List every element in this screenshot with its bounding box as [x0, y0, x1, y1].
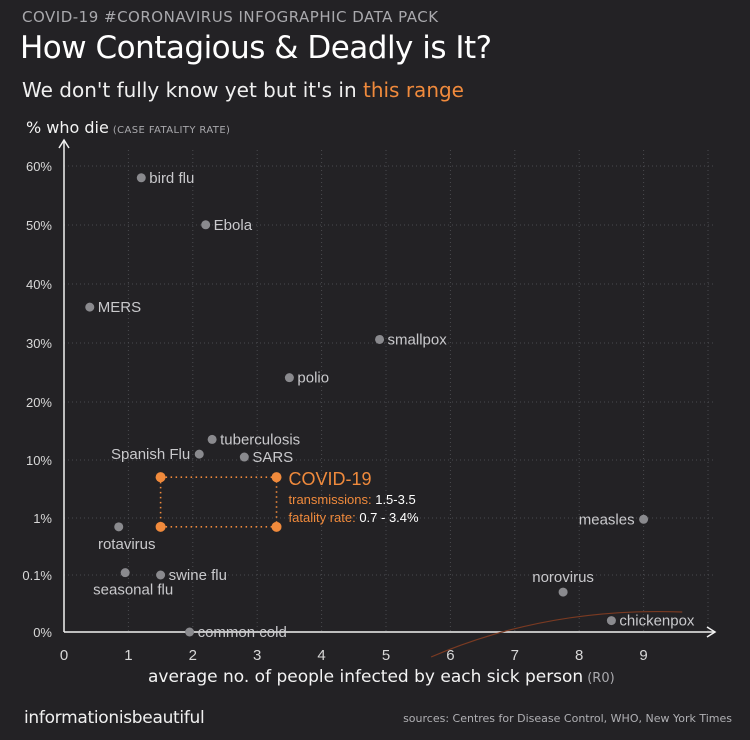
point-label: norovirus	[532, 569, 594, 586]
y-tick-label: 30%	[26, 336, 52, 351]
y-tick-label: 40%	[26, 277, 52, 292]
x-tick-label: 3	[253, 647, 261, 664]
point-label: common cold	[198, 624, 287, 641]
data-point	[606, 616, 616, 626]
y-tick-label: 10%	[26, 453, 52, 468]
point-label: rotavirus	[98, 536, 156, 553]
y-tick-label: 20%	[26, 395, 52, 410]
y-axis-arrow	[58, 138, 70, 149]
x-axis-arrow	[706, 626, 717, 638]
x-tick-label: 7	[511, 647, 519, 664]
data-point	[185, 627, 195, 637]
sources-text: sources: Centres for Disease Control, WH…	[403, 712, 732, 725]
point-label: MERS	[98, 299, 141, 316]
data-point	[194, 449, 204, 459]
point-label: tuberculosis	[220, 431, 300, 448]
x-tick-label: 2	[189, 647, 197, 664]
point-label: seasonal flu	[93, 582, 173, 599]
y-tick-label: 50%	[26, 218, 52, 233]
subtitle-text: We don't fully know yet but it's in	[22, 78, 363, 102]
y-tick-label: 60%	[26, 159, 52, 174]
point-label: SARS	[252, 449, 293, 466]
covid-label: COVID-19	[289, 469, 372, 489]
data-point	[639, 514, 649, 524]
data-point	[120, 568, 130, 578]
x-tick-label: 1	[124, 647, 132, 664]
data-point	[85, 302, 95, 312]
page-title: How Contagious & Deadly is It?	[20, 30, 492, 66]
y-axis-note: (CASE FATALITY RATE)	[112, 125, 231, 136]
subtitle: We don't fully know yet but it's in this…	[22, 78, 464, 102]
point-label: measles	[579, 511, 635, 528]
point-label: swine flu	[169, 567, 227, 584]
data-point	[156, 570, 166, 580]
data-point	[558, 587, 568, 597]
trend-curve	[430, 610, 683, 658]
x-tick-label: 0	[60, 647, 68, 664]
covid-range-corner	[271, 521, 282, 532]
x-tick-label: 4	[317, 647, 325, 664]
data-point	[136, 173, 146, 183]
covid-transmissions-value: 1.5-3.5	[375, 492, 415, 507]
covid-range-corner	[271, 472, 282, 483]
x-axis-note: (R0)	[587, 671, 615, 686]
point-label: smallpox	[388, 331, 448, 348]
covid-transmissions: transmissions: 1.5-3.5	[289, 492, 416, 507]
y-tick-label: 1%	[33, 511, 52, 526]
covid-transmissions-label: transmissions:	[289, 492, 376, 507]
covid-fatality: fatality rate: 0.7 - 3.4%	[289, 510, 420, 525]
brand-logo-text: informationisbeautiful	[24, 708, 205, 728]
point-label: Ebola	[214, 217, 253, 234]
y-axis-label: % who die (CASE FATALITY RATE)	[26, 118, 230, 137]
covid-fatality-label: fatality rate:	[289, 510, 360, 525]
point-label: chickenpox	[619, 613, 695, 630]
data-point	[375, 334, 385, 344]
covid-fatality-value: 0.7 - 3.4%	[359, 510, 419, 525]
x-tick-label: 6	[446, 647, 454, 664]
data-point	[114, 522, 124, 532]
y-axis-title: % who die	[26, 118, 109, 137]
y-tick-label: 0%	[33, 625, 52, 640]
x-tick-label: 5	[382, 647, 390, 664]
point-label: bird flu	[149, 170, 194, 187]
data-point	[207, 434, 217, 444]
data-point	[239, 452, 249, 462]
y-tick-label: 0.1%	[22, 568, 52, 583]
x-axis-title: average no. of people infected by each s…	[148, 667, 584, 687]
supertitle: COVID-19 #CORONAVIRUS INFOGRAPHIC DATA P…	[22, 8, 439, 26]
covid-range-box	[159, 476, 278, 528]
covid-range-corner	[155, 472, 166, 483]
covid-range-corner	[155, 521, 166, 532]
x-tick-label: 9	[639, 647, 647, 664]
point-label: polio	[297, 370, 329, 387]
x-axis-label: average no. of people infected by each s…	[148, 667, 615, 687]
data-point	[201, 220, 211, 230]
subtitle-highlight: this range	[362, 78, 464, 102]
x-tick-label: 8	[575, 647, 583, 664]
point-label: Spanish Flu	[111, 446, 190, 463]
data-point	[284, 373, 294, 383]
